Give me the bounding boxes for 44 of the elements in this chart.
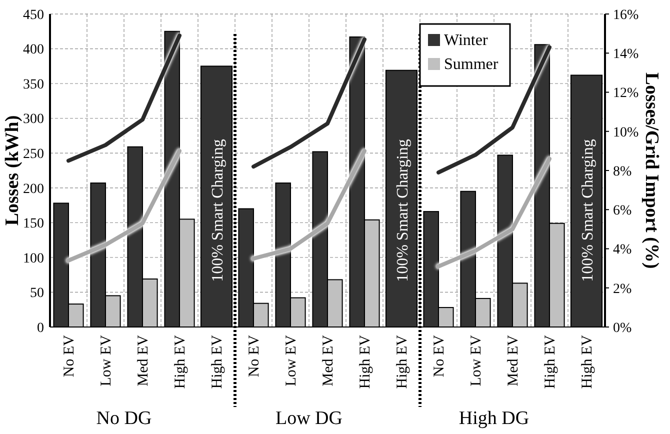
x-tick-label: High EV <box>210 334 226 389</box>
annotation: 100% Smart Charging <box>210 139 226 282</box>
y2-tick-label: 14% <box>613 47 639 62</box>
x-tick-label: No EV <box>62 334 78 378</box>
y2-tick-label: 10% <box>613 125 639 140</box>
y-tick-label: 450 <box>23 8 44 23</box>
y2-tick-label: 12% <box>613 86 639 102</box>
x-tick-label: Med EV <box>506 334 522 386</box>
y2-tick-label: 8% <box>613 164 632 180</box>
y-axis-title: Losses (kWh) <box>2 115 23 226</box>
x-tick-label: High EV <box>394 334 410 389</box>
y-tick-label: 400 <box>23 42 44 58</box>
y-tick-label: 150 <box>23 216 44 232</box>
annotation: 100% Smart Charging <box>394 139 412 282</box>
x-tick-label: High EV <box>358 334 374 389</box>
x-tick-label: Low EV <box>468 334 484 386</box>
x-tick-label: Med EV <box>136 334 152 386</box>
y2-tick-label: 4% <box>613 242 632 258</box>
x-tick-label: Med EV <box>320 334 336 386</box>
y-tick-label: 50 <box>30 286 44 302</box>
x-tick-label: No EV <box>246 334 262 378</box>
y-tick-label: 250 <box>23 147 44 162</box>
x-tick-label: High EV <box>172 334 188 389</box>
y-tick-label: 200 <box>23 182 44 197</box>
y2-tick-label: 0% <box>613 320 632 336</box>
x-tick-label: High EV <box>580 334 596 389</box>
y2-axis-title: Losses/Grid Import (%) <box>641 72 662 269</box>
y2-tick-label: 16% <box>613 8 639 23</box>
annotation: 100% Smart Charging <box>580 139 596 282</box>
legend-label: Winter <box>444 32 488 49</box>
y2-tick-label: 2% <box>613 282 632 297</box>
y2-tick-label: 6% <box>613 204 632 219</box>
text: Low DG <box>275 408 343 429</box>
x-tick-label: Low EV <box>284 334 300 386</box>
text: High DG <box>458 408 530 429</box>
y-tick-label: 100 <box>23 251 44 266</box>
text: No DG <box>96 408 152 429</box>
y-tick-label: 0 <box>37 320 44 336</box>
y-tick-label: 300 <box>23 112 44 128</box>
x-tick-label: No EV <box>432 334 448 378</box>
legend-label: Summer <box>444 56 499 73</box>
x-tick-label: High EV <box>542 334 558 389</box>
x-tick-label: Low EV <box>98 334 114 386</box>
y-tick-label: 350 <box>23 77 44 92</box>
